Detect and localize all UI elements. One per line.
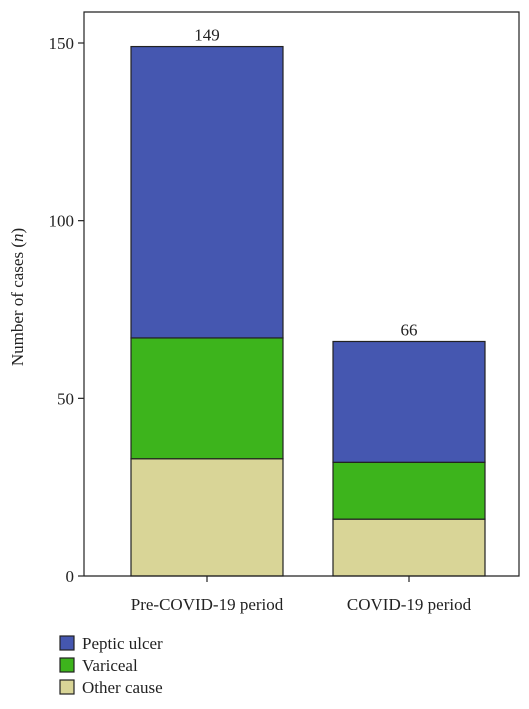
bar-segment-peptic-ulcer-1 (130, 45, 284, 339)
axes-group (83, 11, 520, 577)
legend-swatch-variceal (59, 657, 75, 673)
bar-segment-other-cause-2 (332, 518, 486, 577)
total-label-2: 66 (401, 320, 418, 339)
y-tick-label: 100 (49, 212, 75, 231)
legend-label-other-cause: Other cause (82, 678, 163, 697)
y-ticks-group: 0 50 100 150 (49, 34, 84, 586)
legend-swatch-other-cause (59, 679, 75, 695)
y-tick-label: 150 (49, 34, 75, 53)
legend-label-peptic-ulcer: Peptic ulcer (82, 634, 163, 653)
x-ticks-group: Pre-COVID-19 period COVID-19 period (131, 576, 472, 614)
y-tick-label: 0 (66, 567, 75, 586)
bar-segment-other-cause-1 (130, 458, 284, 577)
legend-swatch-peptic-ulcer (59, 635, 75, 651)
bar-segment-peptic-ulcer-2 (332, 340, 486, 463)
x-tick-label: COVID-19 period (347, 595, 472, 614)
bar-segment-variceal-1 (130, 337, 284, 460)
x-tick-label: Pre-COVID-19 period (131, 595, 284, 614)
bars-group (130, 45, 486, 577)
legend: Peptic ulcer Variceal Other cause (59, 634, 163, 697)
total-label-1: 149 (194, 26, 220, 45)
data-labels-group: 149 66 (194, 26, 417, 340)
plot-frame (83, 11, 520, 577)
bar-segment-variceal-2 (332, 461, 486, 520)
legend-label-variceal: Variceal (82, 656, 138, 675)
y-axis-title: Number of cases (n) (8, 228, 27, 366)
y-tick-label: 50 (57, 389, 74, 408)
